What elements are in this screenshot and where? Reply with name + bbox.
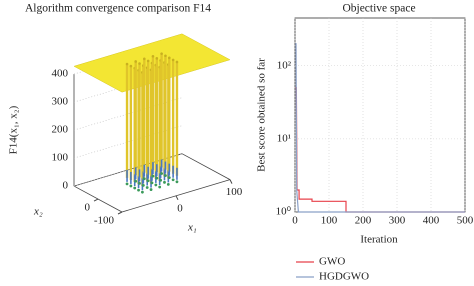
x-axis-label: Iteration [360,234,398,246]
z-tick-label: 0 [63,180,69,192]
series-line [295,43,465,213]
x1-tick [175,195,179,201]
surface-floor-dot [160,172,164,175]
y-tick-label: 10⁰ [276,206,292,218]
surface-hole [175,60,179,64]
surface-hole [146,59,150,63]
surface-floor-dot [134,179,138,183]
surface-hole [171,58,175,62]
surface-floor-dot [154,183,158,187]
surface-floor-dot [150,181,154,185]
x1-tick-label: 100 [226,186,243,198]
plot-area [294,17,466,213]
surface-hole [151,54,155,58]
surface-floor-dot [171,178,175,182]
axis-line [181,153,231,180]
x-tick-label: 500 [457,215,474,227]
surface-floor-dot [142,177,146,181]
y-axis-label: Best score obtained so far [256,58,268,172]
x1-axis-label: x₁ [187,222,197,234]
surface-hole [160,52,163,55]
surface-hole [134,60,137,63]
line-title: Objective space [342,3,415,15]
legend-label: HGDGWO [319,271,369,283]
surface-floor-dot [166,182,170,186]
x-tick-label: 0 [292,215,298,227]
surface-hole [143,57,146,61]
surface-floor-dot [141,190,144,194]
surface-floor-dot [141,184,145,187]
z-tick-label: 200 [52,124,69,136]
x2-tick [93,198,99,202]
surface-floor-dot [159,178,163,182]
surface-hole [167,56,171,60]
surface-floor-dot [163,180,166,184]
surface-floor-dot [158,185,162,189]
surface-floor-dot [164,174,167,177]
x1-tick-label: 0 [177,202,183,214]
surface-floor-dot [133,186,137,190]
surface-floor-dot [155,176,159,180]
x2-tick-label: 0 [85,202,91,214]
legend-label: GWO [319,256,345,268]
surface-floor-dot [145,186,149,189]
x-tick-label: 200 [355,215,372,227]
surface-hole [129,64,133,68]
x-tick-label: 300 [389,215,406,227]
surface-floor-dot [129,184,133,188]
surface-hole [125,62,129,66]
y-tick-label: 10¹ [277,132,291,144]
x2-tick [117,211,123,215]
surface-floor-dot [125,182,129,186]
surface-hole [164,54,167,58]
z-tick-label: 100 [52,152,69,164]
y-tick-label: 10² [277,59,292,71]
x-tick-label: 400 [423,215,440,227]
z-tick-label: 400 [52,68,69,80]
z-tick-label: 300 [52,96,69,108]
surface-hole [138,62,141,65]
x2-tick-label: -100 [94,215,115,227]
x1-tick [229,179,233,184]
surface-floor-dot [146,179,150,183]
x2-axis-label: x₂ [33,206,43,218]
surface-floor-dot [138,181,141,185]
surface-floor-dot [149,188,153,191]
surface-floor-dot [151,174,155,178]
surface-floor-dot [137,188,140,192]
z-axis-label: F14(x₁, x₂) [8,105,20,154]
surface-floor-dot [167,176,171,180]
surface-title: Algorithm convergence comparison F14 [25,3,211,15]
surface-floor-dot [175,180,179,184]
x-tick-label: 100 [321,215,338,227]
surface-hole [155,57,159,60]
